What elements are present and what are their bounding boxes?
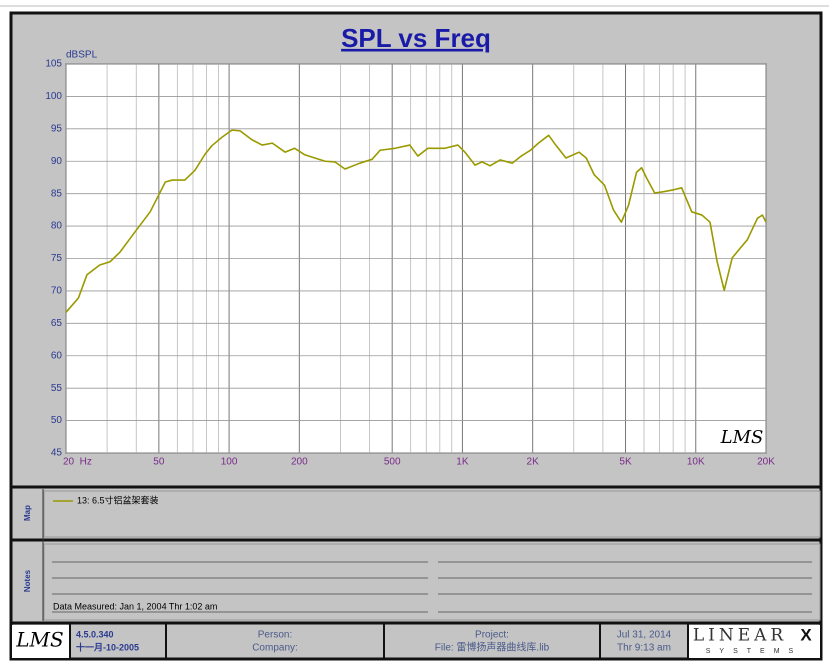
- y-axis-label: dBSPL: [66, 50, 98, 61]
- chart-title: SPL vs Freq: [341, 23, 491, 53]
- panel-label: Notes: [23, 569, 32, 592]
- y-tick-label: 80: [51, 221, 63, 232]
- x-tick-label: 500: [384, 457, 401, 468]
- project-label: Project:: [475, 630, 509, 641]
- date: Jul 31, 2014: [617, 630, 672, 641]
- logo: LMS: [15, 628, 63, 652]
- note-lines: [52, 561, 812, 613]
- y-tick-label: 95: [51, 123, 63, 134]
- footer-dividers: [69, 624, 689, 659]
- brand: LINEAR: [693, 626, 787, 646]
- logo-box: [689, 625, 820, 658]
- legend-label: 13: 6.5寸铝盆架套装: [77, 494, 159, 505]
- y-tick-label: 85: [51, 188, 63, 199]
- x-tick-label: 20 Hz: [63, 457, 92, 468]
- x-tick-label: 1K: [456, 457, 469, 468]
- company-label: Company:: [252, 643, 298, 654]
- grid: [65, 63, 767, 454]
- y-tick-label: 55: [51, 383, 63, 394]
- logo-box: [12, 625, 69, 658]
- version-date: 十一月-10-2005: [76, 641, 139, 652]
- y-tick-label: 60: [51, 350, 63, 361]
- x-tick-label: 5K: [619, 457, 632, 468]
- y-tick-label: 100: [45, 91, 62, 102]
- version: 4.5.0.340: [76, 629, 114, 639]
- y-tick-label: 70: [51, 286, 63, 297]
- logo: LMS: [720, 427, 764, 448]
- x-tick-label: 10K: [687, 457, 705, 468]
- person-label: Person:: [258, 630, 292, 641]
- y-tick-label: 105: [45, 59, 62, 70]
- y-tick-label: 50: [51, 415, 63, 426]
- x-tick-label: 2K: [527, 457, 540, 468]
- brand-mark: X: [800, 625, 812, 644]
- y-tick-label: 90: [51, 156, 63, 167]
- file-label: File: 雷博扬声器曲线库.lib: [435, 641, 550, 654]
- x-tick-label: 100: [221, 457, 238, 468]
- brand-sub: SYSTEMS: [706, 648, 802, 655]
- x-tick-label: 50: [153, 457, 165, 468]
- x-tick-label: 200: [291, 457, 308, 468]
- notes-box: [43, 543, 821, 621]
- x-tick-label: 20K: [757, 457, 775, 468]
- note-text: Data Measured: Jan 1, 2004 Thr 1:02 am: [53, 601, 217, 611]
- y-tick-label: 65: [51, 318, 63, 329]
- series-line: [65, 129, 767, 313]
- y-tick-label: 45: [51, 448, 63, 459]
- map-box: [43, 490, 821, 538]
- panel-label: Map: [23, 505, 32, 521]
- time: Thr 9:13 am: [617, 643, 671, 654]
- y-tick-label: 75: [51, 253, 63, 264]
